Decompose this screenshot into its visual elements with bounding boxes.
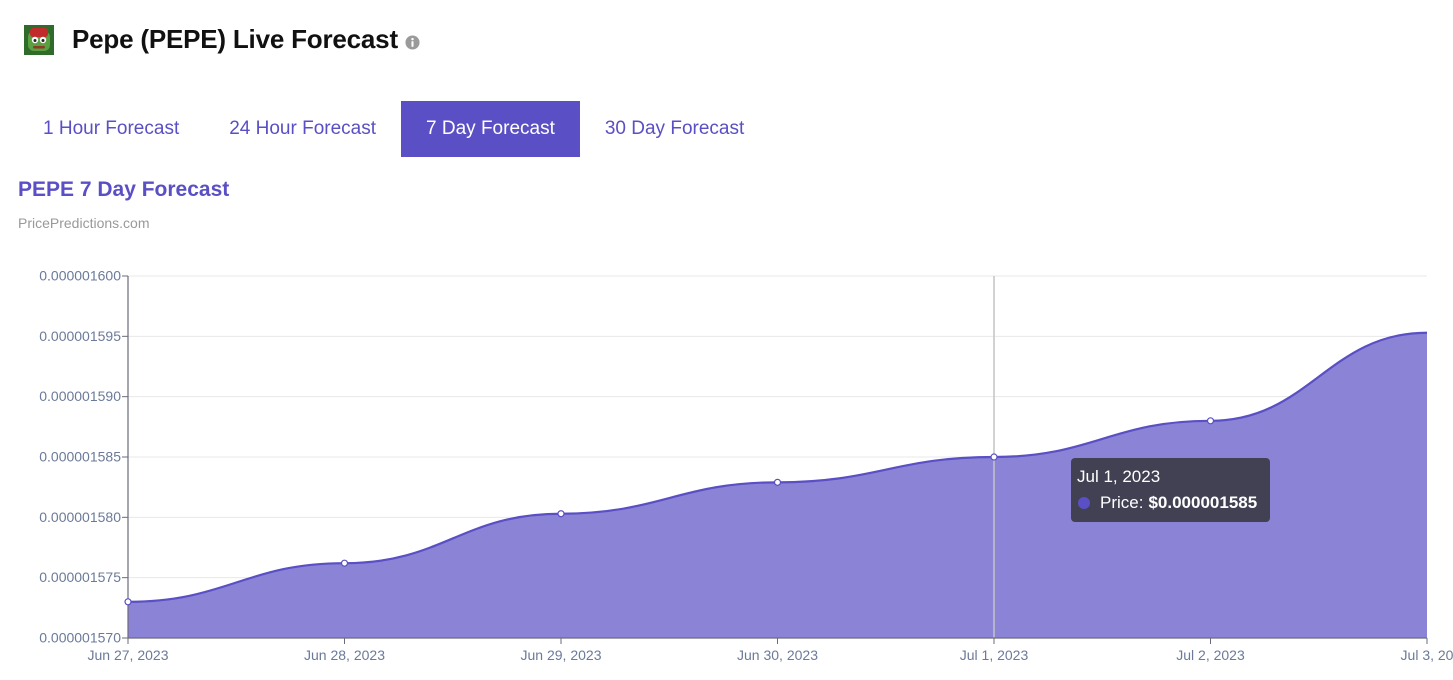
x-tick-label: Jun 29, 2023	[521, 647, 602, 663]
tab-30-day-forecast[interactable]: 30 Day Forecast	[604, 118, 745, 139]
tab-7-day-forecast[interactable]: 7 Day Forecast	[401, 101, 580, 157]
data-point-2[interactable]	[340, 559, 349, 567]
forecast-tabs: 1 Hour Forecast 24 Hour Forecast 7 Day F…	[18, 101, 769, 157]
y-tick-label: 0.000001580	[39, 509, 121, 525]
x-tick-label: Jul 2, 2023	[1176, 647, 1245, 663]
data-point-1[interactable]	[124, 598, 132, 606]
x-tick-label: Jun 27, 2023	[88, 647, 169, 663]
info-icon[interactable]	[405, 35, 420, 50]
series-color-dot	[1078, 497, 1090, 509]
page-header: Pepe (PEPE) Live Forecast	[24, 24, 420, 55]
y-tick-label: 0.000001590	[39, 388, 121, 404]
chart-tooltip: Jul 1, 2023 Price: $0.000001585	[1071, 458, 1270, 522]
chart-title: PEPE 7 Day Forecast	[18, 178, 230, 201]
x-tick-label: Jul 1, 2023	[960, 647, 1029, 663]
y-tick-label: 0.000001585	[39, 449, 121, 465]
tooltip-date: Jul 1, 2023	[1077, 467, 1161, 486]
pepe-frog-icon	[24, 24, 54, 55]
y-tick-label: 0.000001570	[39, 630, 121, 646]
page-title: Pepe (PEPE) Live Forecast	[72, 24, 398, 54]
data-point-5[interactable]	[990, 453, 998, 461]
data-point-4[interactable]	[773, 478, 782, 486]
y-tick-label: 0.000001600	[39, 268, 121, 284]
tooltip-value: $0.000001585	[1148, 493, 1258, 512]
x-tick-label: Jun 30, 2023	[737, 647, 818, 663]
tooltip-row: Price: $0.000001585	[1077, 493, 1264, 513]
tab-24-hour-forecast[interactable]: 24 Hour Forecast	[229, 118, 377, 139]
data-point-6[interactable]	[1206, 417, 1215, 425]
data-point-3[interactable]	[557, 510, 565, 518]
y-tick-label: 0.000001575	[39, 569, 121, 585]
y-tick-label: 0.000001595	[39, 328, 121, 344]
tab-1-hour-forecast[interactable]: 1 Hour Forecast	[43, 118, 180, 139]
x-tick-label: Jul 3, 20	[1401, 647, 1453, 663]
chart-subtitle: PricePredictions.com	[18, 215, 150, 231]
tooltip-label: Price:	[1100, 493, 1144, 512]
x-tick-label: Jun 28, 2023	[304, 647, 385, 663]
